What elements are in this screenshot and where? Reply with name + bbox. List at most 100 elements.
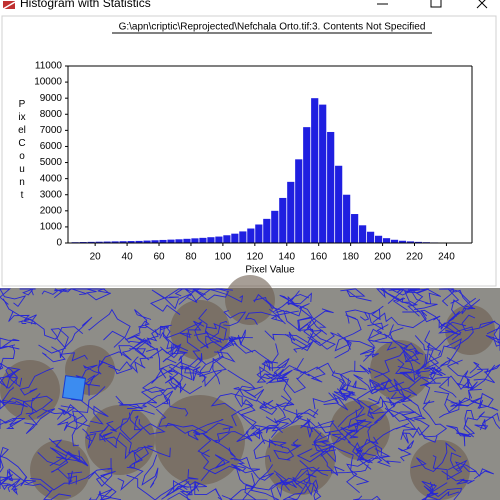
segment-boundary <box>410 442 456 473</box>
y-tick-label: 7000 <box>40 125 63 136</box>
segment-boundary <box>8 310 37 325</box>
bar <box>367 231 375 243</box>
segment-boundary <box>414 353 441 386</box>
segment-boundary <box>24 408 56 435</box>
segment-boundary <box>372 333 409 379</box>
y-tick-label: 10000 <box>34 77 62 88</box>
chart-title: G:\apn\criptic\Reprojected\Nefchala Orto… <box>119 22 426 33</box>
segment-boundary <box>438 321 467 336</box>
maximize-button[interactable] <box>430 0 442 8</box>
segment-boundary <box>424 326 474 350</box>
segment-boundary <box>331 370 356 395</box>
bar <box>327 131 335 243</box>
segment-boundary <box>421 482 448 500</box>
y-tick-label: 9000 <box>40 93 63 104</box>
segment-boundary <box>356 438 389 462</box>
segment-boundary <box>358 444 401 465</box>
segment-boundary <box>236 426 283 443</box>
segment-boundary <box>168 350 221 381</box>
segment-boundary <box>0 337 20 350</box>
segment-boundary <box>337 380 389 428</box>
segment-boundary <box>130 356 154 374</box>
segment-boundary <box>339 360 366 391</box>
segment-boundary <box>261 358 290 371</box>
segment-boundary <box>193 418 234 435</box>
segment-boundary <box>199 357 228 385</box>
image-patch <box>30 440 90 500</box>
segment-boundary <box>389 324 420 355</box>
segment-boundary <box>49 450 88 467</box>
bar <box>311 98 319 243</box>
bar <box>127 241 135 243</box>
close-button[interactable] <box>476 0 488 9</box>
segment-boundary <box>384 391 423 422</box>
segment-boundary <box>296 409 323 438</box>
segment-boundary <box>334 340 376 362</box>
segment-boundary <box>450 389 473 407</box>
image-patch <box>85 405 155 475</box>
segment-boundary <box>273 362 307 394</box>
segment-boundary <box>253 439 295 463</box>
segment-boundary <box>251 424 280 434</box>
segment-boundary <box>454 392 494 409</box>
segment-boundary <box>266 369 293 385</box>
segment-boundary <box>269 294 310 316</box>
segment-boundary <box>99 433 144 465</box>
bar <box>359 225 367 243</box>
segment-boundary <box>165 422 208 441</box>
segment-boundary <box>221 484 257 500</box>
segment-boundary <box>231 411 279 434</box>
segment-boundary <box>227 369 257 408</box>
bar <box>111 241 119 243</box>
segment-boundary <box>193 330 238 349</box>
segment-boundary <box>97 345 137 368</box>
bar <box>287 181 295 243</box>
segment-boundary <box>253 293 303 317</box>
segment-boundary <box>198 308 225 344</box>
bar <box>159 239 167 243</box>
segment-boundary <box>334 314 362 352</box>
x-tick-label: 160 <box>310 252 327 263</box>
segment-boundary <box>41 288 106 295</box>
segment-boundary <box>0 392 41 410</box>
segment-boundary <box>404 288 429 317</box>
segment-boundary <box>244 311 277 326</box>
bar <box>207 237 215 243</box>
segment-boundary <box>128 412 166 435</box>
segment-boundary <box>159 325 182 355</box>
segment-boundary <box>89 424 117 449</box>
segment-boundary <box>369 422 410 445</box>
segment-boundary <box>275 303 313 333</box>
segment-boundary <box>0 369 19 390</box>
segment-boundary <box>56 403 88 430</box>
segment-boundary <box>455 465 494 480</box>
segment-boundary <box>401 403 430 436</box>
bar <box>295 159 303 243</box>
bar <box>406 241 415 243</box>
x-tick-label: 60 <box>153 252 165 263</box>
segment-boundary <box>88 308 131 348</box>
segment-boundary <box>37 438 89 467</box>
segment-boundary <box>341 387 381 411</box>
segment-boundary <box>95 468 116 487</box>
segment-boundary <box>297 323 324 343</box>
segment-boundary <box>149 343 189 359</box>
segment-boundary <box>456 378 474 391</box>
segment-boundary <box>169 375 203 395</box>
segment-boundary <box>133 445 171 463</box>
segment-boundary <box>445 396 499 411</box>
segment-boundary <box>120 415 143 441</box>
segment-boundary <box>393 378 418 403</box>
segment-boundary <box>315 362 367 390</box>
segment-boundary <box>18 318 67 354</box>
y-tick-label: 8000 <box>40 109 63 120</box>
segment-boundary <box>161 484 193 500</box>
bar <box>255 224 263 243</box>
bar <box>95 241 103 243</box>
segment-boundary <box>173 479 207 493</box>
segment-boundary <box>331 418 360 441</box>
segment-boundary <box>88 490 122 500</box>
segment-boundary <box>105 409 155 432</box>
